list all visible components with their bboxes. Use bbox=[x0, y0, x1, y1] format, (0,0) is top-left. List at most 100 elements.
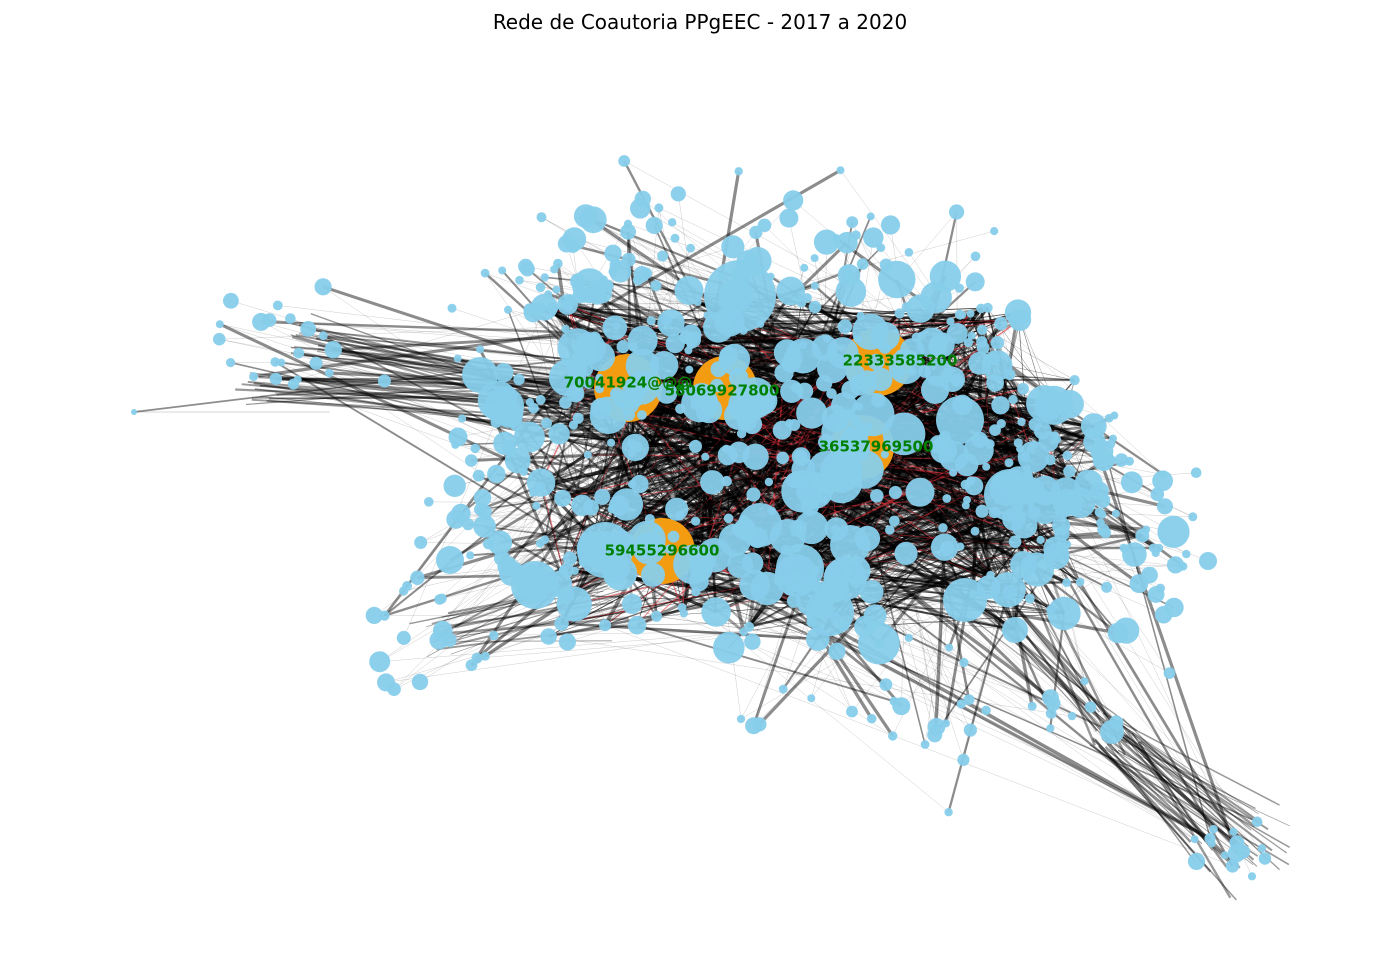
author-node bbox=[465, 454, 478, 467]
author-node bbox=[465, 659, 478, 672]
edge bbox=[454, 598, 649, 646]
edge bbox=[1111, 748, 1227, 816]
author-node bbox=[1026, 445, 1036, 454]
author-node bbox=[806, 588, 854, 636]
author-node bbox=[482, 538, 494, 550]
author-node bbox=[585, 342, 616, 372]
edge bbox=[1062, 511, 1170, 674]
author-node bbox=[1220, 851, 1229, 860]
edge bbox=[548, 636, 1073, 717]
edge bbox=[1089, 744, 1259, 857]
author-node bbox=[828, 642, 846, 660]
edge bbox=[1116, 719, 1280, 806]
author-node bbox=[1054, 525, 1070, 542]
author-node bbox=[863, 422, 873, 432]
author-node bbox=[523, 303, 543, 323]
edge bbox=[1139, 740, 1256, 828]
author-node bbox=[498, 266, 507, 275]
edge bbox=[454, 594, 621, 629]
edge bbox=[287, 321, 610, 414]
edge bbox=[657, 434, 847, 531]
edge bbox=[1131, 732, 1207, 843]
author-node bbox=[710, 378, 724, 393]
edge bbox=[814, 490, 1010, 593]
author-node bbox=[796, 297, 807, 308]
author-node bbox=[1013, 438, 1023, 448]
author-node bbox=[728, 368, 749, 388]
author-node bbox=[1069, 375, 1080, 386]
author-node bbox=[680, 324, 702, 346]
author-node bbox=[810, 281, 819, 290]
author-node bbox=[558, 633, 577, 651]
author-node bbox=[571, 494, 593, 517]
author-node bbox=[411, 673, 429, 691]
author-node bbox=[1010, 551, 1038, 579]
edge bbox=[269, 319, 794, 359]
author-node bbox=[895, 349, 905, 359]
author-node bbox=[700, 470, 725, 495]
edge bbox=[811, 626, 866, 699]
author-node bbox=[472, 469, 485, 482]
author-node bbox=[252, 312, 271, 331]
author-node bbox=[1084, 427, 1096, 438]
author-node bbox=[215, 320, 224, 329]
edges-layer bbox=[133, 160, 1290, 901]
author-node bbox=[821, 404, 850, 433]
author-node bbox=[493, 431, 517, 456]
author-node bbox=[494, 363, 514, 383]
author-node bbox=[365, 606, 383, 625]
author-node bbox=[870, 489, 884, 503]
edge bbox=[297, 306, 545, 380]
author-node bbox=[607, 438, 616, 447]
author-node bbox=[504, 447, 531, 474]
edge bbox=[431, 612, 625, 641]
author-node bbox=[846, 705, 858, 718]
edge bbox=[998, 585, 1118, 728]
edge bbox=[961, 400, 1147, 531]
edge bbox=[637, 494, 1011, 626]
author-node bbox=[888, 515, 900, 527]
author-node bbox=[957, 753, 970, 767]
author-node bbox=[509, 417, 524, 431]
author-node bbox=[1026, 385, 1064, 423]
author-node bbox=[721, 235, 745, 259]
author-node bbox=[270, 357, 281, 367]
author-node bbox=[679, 609, 689, 618]
edge bbox=[824, 242, 827, 348]
edge bbox=[740, 276, 1046, 509]
author-node bbox=[1163, 667, 1176, 679]
author-node bbox=[618, 155, 631, 167]
author-node bbox=[1044, 454, 1056, 466]
author-node bbox=[689, 439, 702, 453]
author-node bbox=[489, 630, 499, 641]
author-node bbox=[949, 204, 965, 220]
edge bbox=[1094, 738, 1212, 873]
author-node bbox=[1046, 724, 1055, 733]
author-node bbox=[704, 260, 776, 332]
edge bbox=[701, 569, 895, 702]
author-node bbox=[1110, 411, 1119, 420]
author-node bbox=[595, 373, 604, 382]
author-node bbox=[744, 633, 761, 650]
edge bbox=[407, 418, 579, 587]
author-node bbox=[956, 542, 965, 551]
author-node bbox=[559, 562, 574, 578]
author-node bbox=[826, 388, 837, 399]
author-node bbox=[627, 325, 658, 356]
author-node bbox=[535, 481, 546, 492]
author-node bbox=[570, 273, 586, 290]
author-node bbox=[878, 341, 892, 354]
author-node bbox=[701, 452, 710, 461]
author-node bbox=[780, 379, 804, 403]
author-node bbox=[131, 409, 137, 415]
author-node bbox=[1062, 578, 1072, 587]
edge bbox=[595, 549, 1214, 830]
author-node bbox=[882, 412, 926, 456]
author-node bbox=[1008, 394, 1018, 405]
author-node bbox=[470, 443, 481, 454]
edge bbox=[394, 536, 595, 690]
author-node bbox=[885, 525, 895, 535]
author-node bbox=[810, 254, 819, 263]
author-node bbox=[1038, 431, 1059, 452]
